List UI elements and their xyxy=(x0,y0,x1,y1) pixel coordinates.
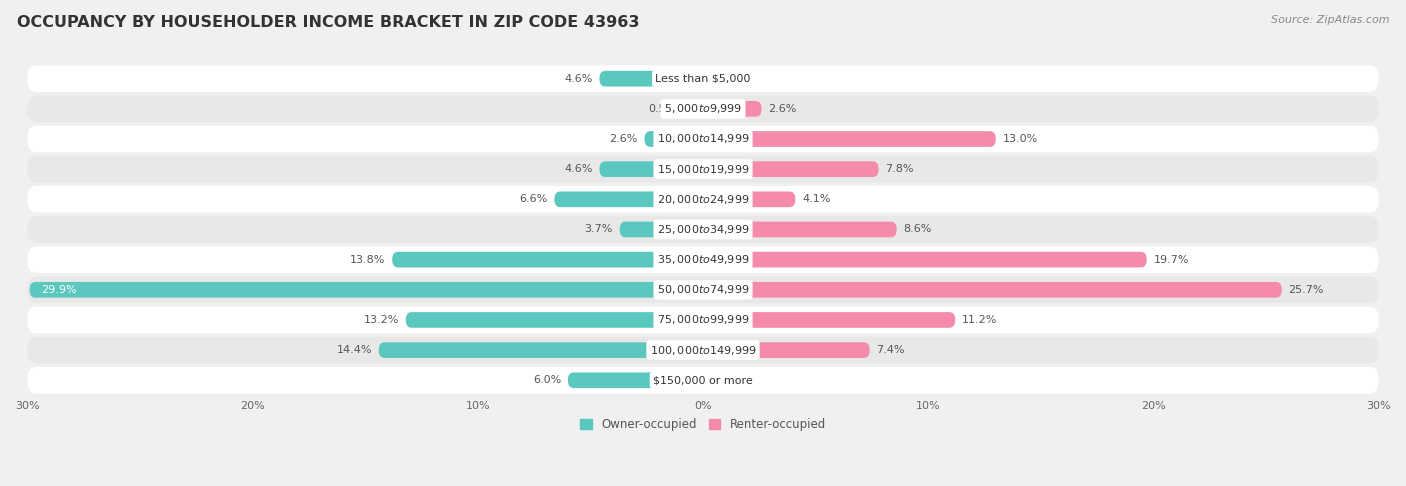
Text: 0.57%: 0.57% xyxy=(648,104,683,114)
Text: $5,000 to $9,999: $5,000 to $9,999 xyxy=(664,103,742,115)
FancyBboxPatch shape xyxy=(27,186,1379,212)
FancyBboxPatch shape xyxy=(27,216,1379,243)
Text: $25,000 to $34,999: $25,000 to $34,999 xyxy=(657,223,749,236)
FancyBboxPatch shape xyxy=(703,131,995,147)
FancyBboxPatch shape xyxy=(568,372,703,388)
Text: $100,000 to $149,999: $100,000 to $149,999 xyxy=(650,344,756,357)
Text: 4.6%: 4.6% xyxy=(564,164,593,174)
FancyBboxPatch shape xyxy=(27,126,1379,152)
FancyBboxPatch shape xyxy=(690,101,703,117)
FancyBboxPatch shape xyxy=(30,282,703,297)
Text: $20,000 to $24,999: $20,000 to $24,999 xyxy=(657,193,749,206)
Text: 13.0%: 13.0% xyxy=(1002,134,1038,144)
Text: 4.6%: 4.6% xyxy=(564,74,593,84)
FancyBboxPatch shape xyxy=(703,101,762,117)
FancyBboxPatch shape xyxy=(620,222,703,237)
Text: $50,000 to $74,999: $50,000 to $74,999 xyxy=(657,283,749,296)
FancyBboxPatch shape xyxy=(27,246,1379,273)
Text: 6.0%: 6.0% xyxy=(533,375,561,385)
Text: 2.6%: 2.6% xyxy=(609,134,638,144)
Text: 2.6%: 2.6% xyxy=(768,104,797,114)
FancyBboxPatch shape xyxy=(554,191,703,207)
Text: 14.4%: 14.4% xyxy=(336,345,373,355)
Text: OCCUPANCY BY HOUSEHOLDER INCOME BRACKET IN ZIP CODE 43963: OCCUPANCY BY HOUSEHOLDER INCOME BRACKET … xyxy=(17,15,640,30)
Text: 7.8%: 7.8% xyxy=(886,164,914,174)
Text: 6.6%: 6.6% xyxy=(519,194,547,204)
FancyBboxPatch shape xyxy=(703,312,955,328)
Text: 4.1%: 4.1% xyxy=(801,194,831,204)
FancyBboxPatch shape xyxy=(703,342,870,358)
Text: 25.7%: 25.7% xyxy=(1288,285,1324,295)
Text: 13.2%: 13.2% xyxy=(364,315,399,325)
Text: 0.0%: 0.0% xyxy=(710,375,738,385)
FancyBboxPatch shape xyxy=(27,277,1379,303)
FancyBboxPatch shape xyxy=(392,252,703,267)
Text: 13.8%: 13.8% xyxy=(350,255,385,265)
FancyBboxPatch shape xyxy=(378,342,703,358)
FancyBboxPatch shape xyxy=(27,66,1379,92)
Text: $10,000 to $14,999: $10,000 to $14,999 xyxy=(657,133,749,145)
FancyBboxPatch shape xyxy=(599,71,703,87)
FancyBboxPatch shape xyxy=(703,282,1282,297)
Text: Less than $5,000: Less than $5,000 xyxy=(655,74,751,84)
FancyBboxPatch shape xyxy=(703,161,879,177)
FancyBboxPatch shape xyxy=(27,156,1379,182)
Text: 3.7%: 3.7% xyxy=(585,225,613,234)
FancyBboxPatch shape xyxy=(406,312,703,328)
FancyBboxPatch shape xyxy=(703,252,1147,267)
FancyBboxPatch shape xyxy=(27,96,1379,122)
FancyBboxPatch shape xyxy=(27,367,1379,394)
Text: 19.7%: 19.7% xyxy=(1153,255,1189,265)
Text: 8.6%: 8.6% xyxy=(904,225,932,234)
FancyBboxPatch shape xyxy=(703,191,796,207)
Text: $150,000 or more: $150,000 or more xyxy=(654,375,752,385)
Text: 0.0%: 0.0% xyxy=(710,74,738,84)
Legend: Owner-occupied, Renter-occupied: Owner-occupied, Renter-occupied xyxy=(575,414,831,436)
Text: $15,000 to $19,999: $15,000 to $19,999 xyxy=(657,163,749,175)
Text: 11.2%: 11.2% xyxy=(962,315,997,325)
FancyBboxPatch shape xyxy=(599,161,703,177)
FancyBboxPatch shape xyxy=(27,337,1379,364)
Text: $35,000 to $49,999: $35,000 to $49,999 xyxy=(657,253,749,266)
FancyBboxPatch shape xyxy=(703,222,897,237)
Text: $75,000 to $99,999: $75,000 to $99,999 xyxy=(657,313,749,327)
FancyBboxPatch shape xyxy=(27,307,1379,333)
FancyBboxPatch shape xyxy=(644,131,703,147)
Text: Source: ZipAtlas.com: Source: ZipAtlas.com xyxy=(1271,15,1389,25)
Text: 29.9%: 29.9% xyxy=(41,285,76,295)
Text: 7.4%: 7.4% xyxy=(876,345,905,355)
